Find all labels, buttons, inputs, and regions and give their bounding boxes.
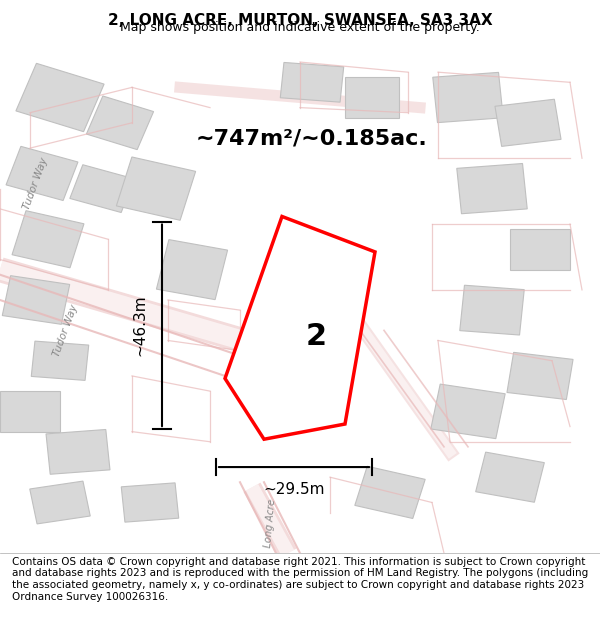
Text: Tudor Way: Tudor Way — [22, 156, 50, 211]
Polygon shape — [0, 391, 60, 432]
Polygon shape — [225, 216, 375, 439]
Polygon shape — [460, 285, 524, 335]
Polygon shape — [31, 341, 89, 381]
Polygon shape — [476, 452, 544, 503]
Polygon shape — [510, 229, 570, 269]
Text: ~46.3m: ~46.3m — [132, 294, 147, 356]
Polygon shape — [355, 466, 425, 519]
Polygon shape — [157, 239, 227, 299]
Polygon shape — [2, 276, 70, 324]
Text: 2: 2 — [305, 322, 327, 351]
Polygon shape — [433, 72, 503, 122]
Text: Contains OS data © Crown copyright and database right 2021. This information is : Contains OS data © Crown copyright and d… — [12, 557, 588, 601]
Polygon shape — [280, 62, 344, 102]
Text: 2, LONG ACRE, MURTON, SWANSEA, SA3 3AX: 2, LONG ACRE, MURTON, SWANSEA, SA3 3AX — [107, 13, 493, 28]
Polygon shape — [6, 146, 78, 201]
Text: Long Acre: Long Acre — [263, 498, 277, 548]
Polygon shape — [345, 78, 399, 118]
Polygon shape — [12, 211, 84, 268]
Polygon shape — [116, 157, 196, 220]
Polygon shape — [86, 96, 154, 149]
Polygon shape — [70, 165, 134, 212]
Polygon shape — [0, 271, 295, 370]
Text: ~747m²/~0.185ac.: ~747m²/~0.185ac. — [196, 128, 428, 148]
Text: Tudor Way: Tudor Way — [52, 303, 80, 358]
Polygon shape — [495, 99, 561, 146]
Polygon shape — [16, 63, 104, 132]
Polygon shape — [507, 352, 573, 399]
Polygon shape — [46, 429, 110, 474]
Polygon shape — [431, 384, 505, 439]
Text: ~29.5m: ~29.5m — [263, 482, 325, 498]
Polygon shape — [121, 483, 179, 522]
Text: Map shows position and indicative extent of the property.: Map shows position and indicative extent… — [120, 21, 480, 34]
Polygon shape — [457, 164, 527, 214]
Polygon shape — [30, 481, 90, 524]
